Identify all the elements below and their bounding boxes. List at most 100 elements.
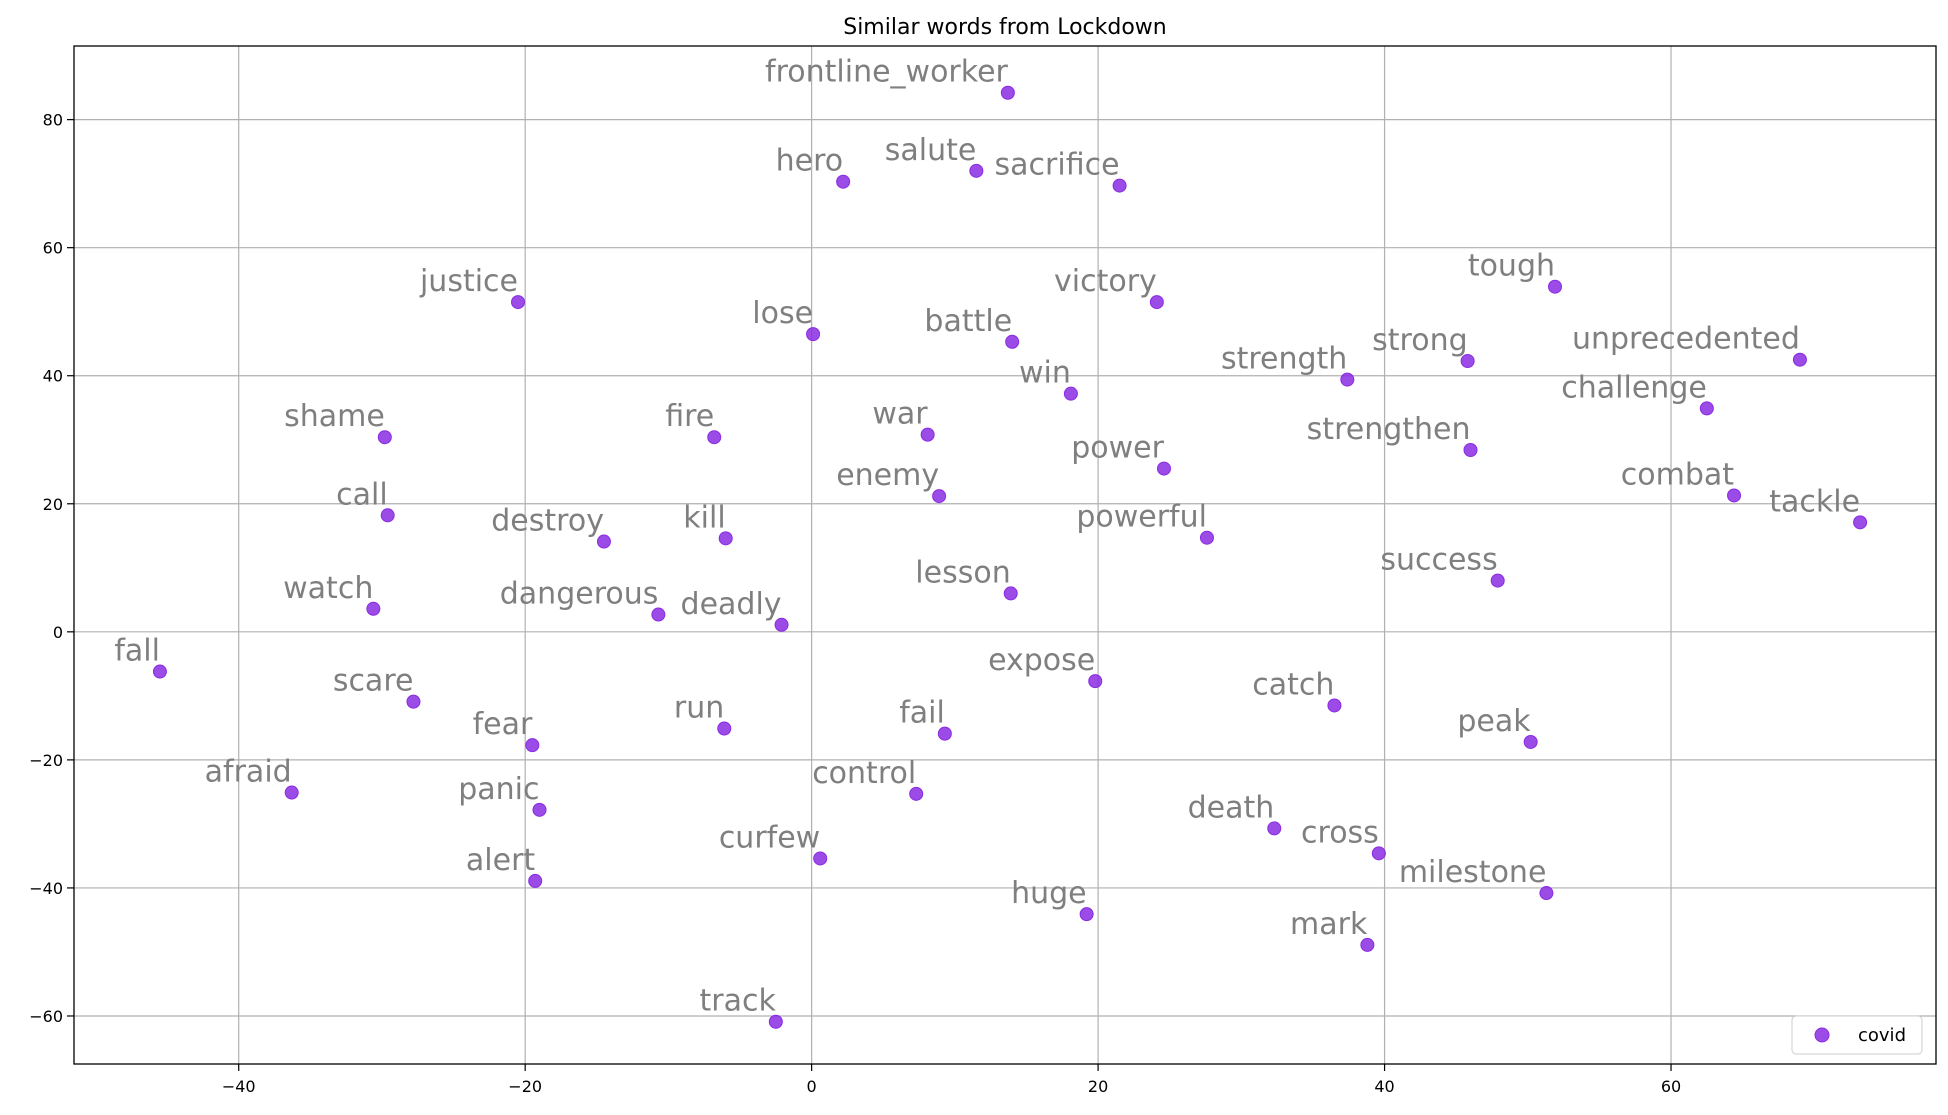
- point-fall: [152, 664, 167, 679]
- point-strong: [1460, 354, 1475, 369]
- point-label-expose: expose: [988, 643, 1095, 678]
- point-label-success: success: [1380, 543, 1497, 578]
- point-tough: [1548, 279, 1563, 294]
- point-label-lose: lose: [752, 296, 813, 331]
- point-label-dangerous: dangerous: [500, 577, 659, 612]
- point-label-control: control: [812, 756, 916, 791]
- point-combat: [1727, 488, 1742, 503]
- point-kill: [718, 531, 733, 546]
- point-label-sacrifice: sacrifice: [995, 148, 1120, 183]
- point-milestone: [1539, 886, 1554, 901]
- grid: [74, 46, 1936, 1064]
- point-label-power: power: [1071, 431, 1164, 466]
- point-watch: [366, 601, 381, 616]
- point-label-war: war: [872, 397, 928, 432]
- point-tackle: [1853, 515, 1868, 530]
- point-challenge: [1699, 401, 1714, 416]
- point-fail: [937, 726, 952, 741]
- point-label-fear: fear: [473, 707, 533, 742]
- point-label-milestone: milestone: [1399, 855, 1547, 890]
- point-unprecedented: [1792, 352, 1807, 367]
- point-curfew: [813, 851, 828, 866]
- point-label-destroy: destroy: [491, 504, 604, 539]
- point-expose: [1088, 674, 1103, 689]
- point-label-peak: peak: [1457, 704, 1531, 739]
- point-frontline-worker: [1000, 85, 1015, 100]
- chart-title: Similar words from Lockdown: [843, 15, 1167, 40]
- data-points: [152, 85, 1868, 1029]
- point-label-death: death: [1188, 790, 1275, 825]
- point-victory: [1149, 295, 1164, 310]
- point-label-hero: hero: [776, 144, 844, 179]
- point-label-lesson: lesson: [915, 555, 1010, 590]
- point-label-deadly: deadly: [681, 587, 782, 622]
- plot-frame: [73, 45, 1937, 1065]
- point-sacrifice: [1112, 178, 1127, 193]
- point-label-kill: kill: [683, 500, 725, 535]
- point-deadly: [774, 617, 789, 632]
- point-salute: [969, 163, 984, 178]
- point-peak: [1523, 734, 1538, 749]
- point-shame: [377, 430, 392, 445]
- point-label-victory: victory: [1054, 264, 1157, 299]
- point-dangerous: [651, 607, 666, 622]
- point-scare: [406, 694, 421, 709]
- point-label-scare: scare: [333, 664, 414, 699]
- point-label-panic: panic: [458, 772, 539, 807]
- point-lesson: [1003, 586, 1018, 601]
- legend-marker: [1814, 1027, 1830, 1043]
- point-fire: [707, 430, 722, 445]
- point-label-mark: mark: [1290, 907, 1368, 942]
- point-label-combat: combat: [1621, 457, 1734, 492]
- point-label-call: call: [336, 477, 388, 512]
- point-label-run: run: [674, 691, 724, 726]
- point-label-salute: salute: [885, 133, 977, 168]
- point-strengthen: [1463, 442, 1478, 457]
- point-win: [1063, 386, 1078, 401]
- point-death: [1267, 821, 1282, 836]
- point-catch: [1327, 698, 1342, 713]
- point-label-fire: fire: [665, 399, 714, 434]
- y-tick-label: 80: [43, 111, 63, 130]
- point-justice: [511, 295, 526, 310]
- point-label-tackle: tackle: [1769, 484, 1860, 519]
- point-destroy: [596, 534, 611, 549]
- point-label-strengthen: strengthen: [1307, 412, 1471, 447]
- y-tick-label: −60: [29, 1007, 63, 1026]
- legend: covid: [1791, 1015, 1923, 1055]
- point-label-shame: shame: [284, 399, 385, 434]
- point-enemy: [932, 489, 947, 504]
- point-alert: [528, 873, 543, 888]
- point-label-strong: strong: [1372, 323, 1467, 358]
- legend-box: [1791, 1015, 1923, 1055]
- point-label-fall: fall: [114, 634, 160, 669]
- point-panic: [532, 802, 547, 817]
- point-huge: [1079, 907, 1094, 922]
- point-label-afraid: afraid: [205, 755, 292, 790]
- point-power: [1156, 461, 1171, 476]
- point-lose: [806, 327, 821, 342]
- point-label-challenge: challenge: [1561, 370, 1707, 405]
- point-label-powerful: powerful: [1076, 500, 1207, 535]
- point-label-justice: justice: [419, 264, 518, 299]
- point-run: [717, 721, 732, 736]
- x-tick-label: −20: [508, 1077, 542, 1096]
- point-war: [920, 427, 935, 442]
- y-tick-label: 20: [43, 495, 63, 514]
- point-label-enemy: enemy: [836, 458, 939, 493]
- point-label-catch: catch: [1252, 667, 1334, 702]
- point-battle: [1005, 334, 1020, 349]
- point-success: [1490, 573, 1505, 588]
- axis-ticks: −40 −20 0 20 40 60 −60 −40 −20 0 20 40 60 80: [29, 111, 1681, 1096]
- y-tick-label: 0: [53, 623, 63, 642]
- point-label-curfew: curfew: [719, 820, 820, 855]
- point-hero: [836, 174, 851, 189]
- point-label-fail: fail: [899, 696, 945, 731]
- y-tick-label: 60: [43, 239, 63, 258]
- point-label-alert: alert: [466, 843, 536, 878]
- point-label-unprecedented: unprecedented: [1572, 322, 1800, 357]
- point-label-frontline-worker: frontline_worker: [765, 55, 1008, 90]
